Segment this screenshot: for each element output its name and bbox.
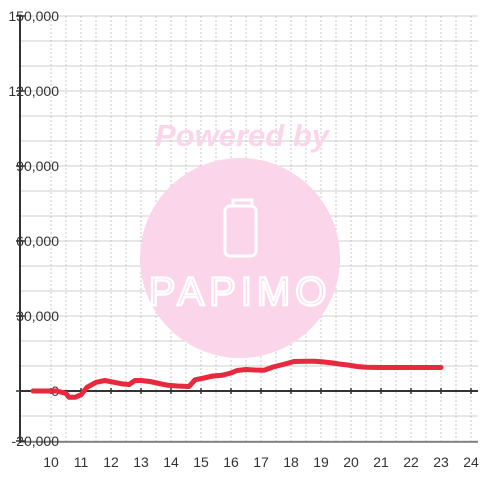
series — [30, 358, 444, 400]
watermark-papimo-logo: PAPIMO — [149, 270, 332, 314]
x-tick-label: 19 — [313, 454, 329, 470]
y-tick-label: 30,000 — [16, 308, 59, 324]
watermark-circle — [140, 158, 340, 358]
x-tick-label: 15 — [193, 454, 209, 470]
x-tick-label: 17 — [253, 454, 269, 470]
x-tick-label: 12 — [103, 454, 119, 470]
papimo-watermark: Powered by PAPIMO — [140, 118, 340, 358]
x-tick-label: 21 — [373, 454, 389, 470]
x-tick-label: 13 — [133, 454, 149, 470]
x-tick-label: 16 — [223, 454, 239, 470]
x-tick-label: 24 — [463, 454, 479, 470]
x-tick-label: 22 — [403, 454, 419, 470]
y-tick-label: 150,000 — [8, 8, 59, 24]
y-tick-label: 120,000 — [8, 83, 59, 99]
x-tick-label: 23 — [433, 454, 449, 470]
x-tick-label: 14 — [163, 454, 179, 470]
series-line — [30, 358, 444, 400]
x-tick-label: 18 — [283, 454, 299, 470]
y-tick-label: -20,000 — [12, 433, 60, 449]
watermark-powered-by: Powered by — [155, 118, 331, 153]
axes — [16, 15, 478, 443]
y-tick-label: 60,000 — [16, 233, 59, 249]
x-tick-label: 20 — [343, 454, 359, 470]
phone-icon — [223, 198, 258, 258]
y-tick-label: 90,000 — [16, 158, 59, 174]
x-tick-label: 11 — [74, 454, 89, 470]
x-tick-label: 10 — [43, 454, 59, 470]
tick-labels: 150,000120,00090,00060,00030,0000-20,000… — [8, 8, 479, 470]
